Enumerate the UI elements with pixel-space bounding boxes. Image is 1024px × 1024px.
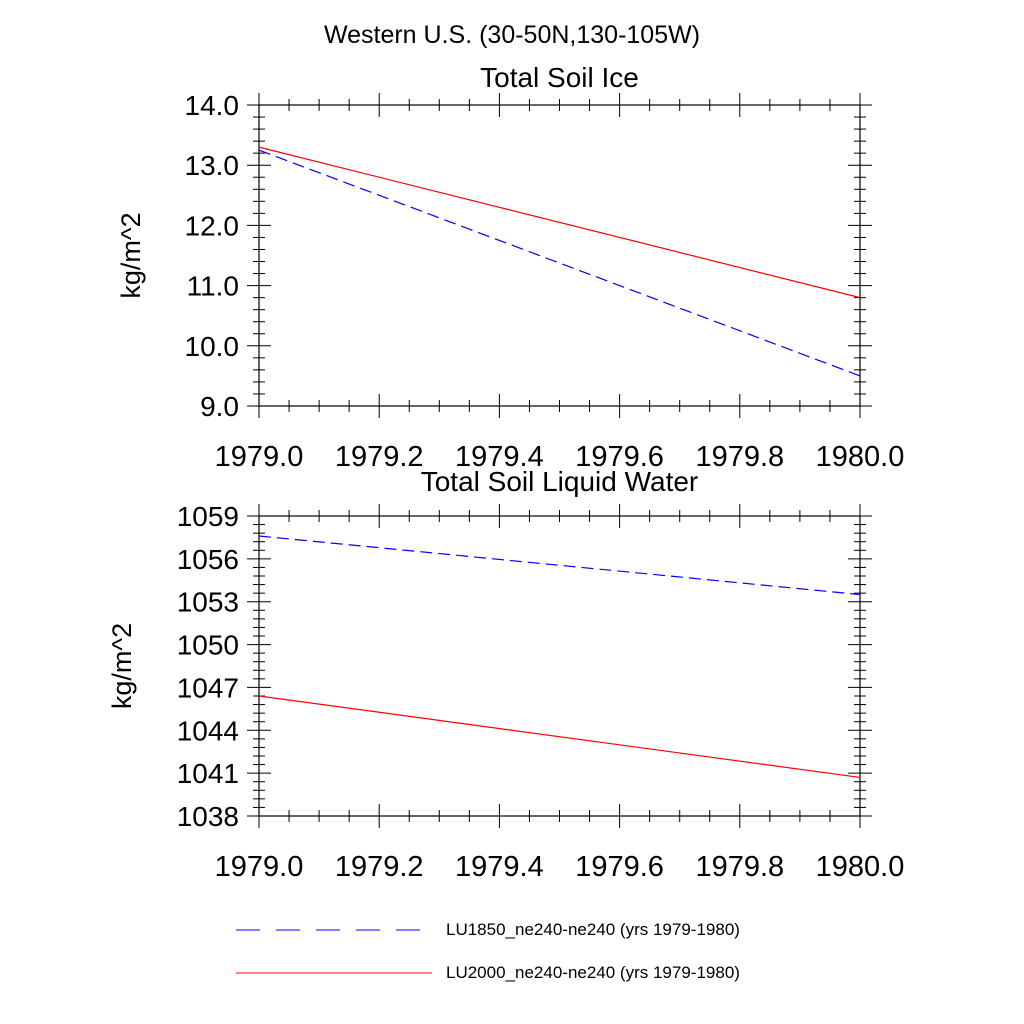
y-tick-label: 1041 bbox=[177, 758, 239, 789]
y-tick-label: 1059 bbox=[177, 501, 239, 532]
y-tick-label: 9.0 bbox=[200, 391, 239, 422]
series-line-lu1850 bbox=[258, 535, 861, 596]
x-tick-label: 1979.6 bbox=[575, 441, 664, 473]
x-tick-label: 1979.8 bbox=[695, 851, 784, 883]
y-tick-label: 1038 bbox=[177, 801, 239, 832]
panel-total-soil-liquid-water: Total Soil Liquid Water kg/m^2 1979.0 1979.… bbox=[107, 466, 904, 883]
x-tick-label: 1980.0 bbox=[816, 851, 905, 883]
chart-title: Total Soil Liquid Water bbox=[421, 466, 699, 497]
series-line-lu1850 bbox=[258, 149, 861, 377]
y-tick-label: 12.0 bbox=[185, 210, 240, 241]
x-tick-label: 1979.0 bbox=[215, 851, 304, 883]
y-tick-label: 1047 bbox=[177, 672, 239, 703]
y-tick-label: 13.0 bbox=[185, 150, 240, 181]
y-tick-label: 11.0 bbox=[187, 271, 239, 302]
panel-total-soil-ice: Total Soil Ice kg/m^2 1979.0 1979.2 1979.4 19… bbox=[116, 62, 904, 473]
y-tick-label: 10.0 bbox=[185, 331, 240, 362]
plot-frame bbox=[258, 515, 861, 817]
y-axis-label: kg/m^2 bbox=[116, 212, 146, 298]
series-line-lu2000 bbox=[258, 695, 861, 779]
x-tick-label: 1979.6 bbox=[575, 851, 664, 883]
chart-title: Total Soil Ice bbox=[480, 62, 639, 93]
legend: LU1850_ne240-ne240 (yrs 1979-1980) LU200… bbox=[236, 920, 740, 982]
y-tick-label: 1044 bbox=[177, 715, 239, 746]
y-tick-label: 1050 bbox=[177, 630, 239, 661]
x-tick-label: 1979.2 bbox=[335, 441, 424, 473]
y-axis-label: kg/m^2 bbox=[107, 623, 137, 709]
y-tick-label: 1056 bbox=[177, 544, 239, 575]
series-line-lu2000 bbox=[258, 146, 861, 299]
x-tick-label: 1979.0 bbox=[215, 441, 304, 473]
x-tick-label: 1979.4 bbox=[455, 441, 544, 473]
x-tick-label: 1979.2 bbox=[335, 851, 424, 883]
plot-frame bbox=[258, 104, 861, 407]
y-tick-label: 14.0 bbox=[185, 90, 240, 121]
x-tick-label: 1980.0 bbox=[816, 441, 905, 473]
legend-label-lu1850: LU1850_ne240-ne240 (yrs 1979-1980) bbox=[446, 920, 740, 939]
figure-title: Western U.S. (30-50N,130-105W) bbox=[324, 21, 700, 49]
x-tick-label: 1979.4 bbox=[455, 851, 544, 883]
y-tick-label: 1053 bbox=[177, 587, 239, 618]
x-tick-label: 1979.8 bbox=[695, 441, 784, 473]
legend-label-lu2000: LU2000_ne240-ne240 (yrs 1979-1980) bbox=[446, 963, 740, 982]
